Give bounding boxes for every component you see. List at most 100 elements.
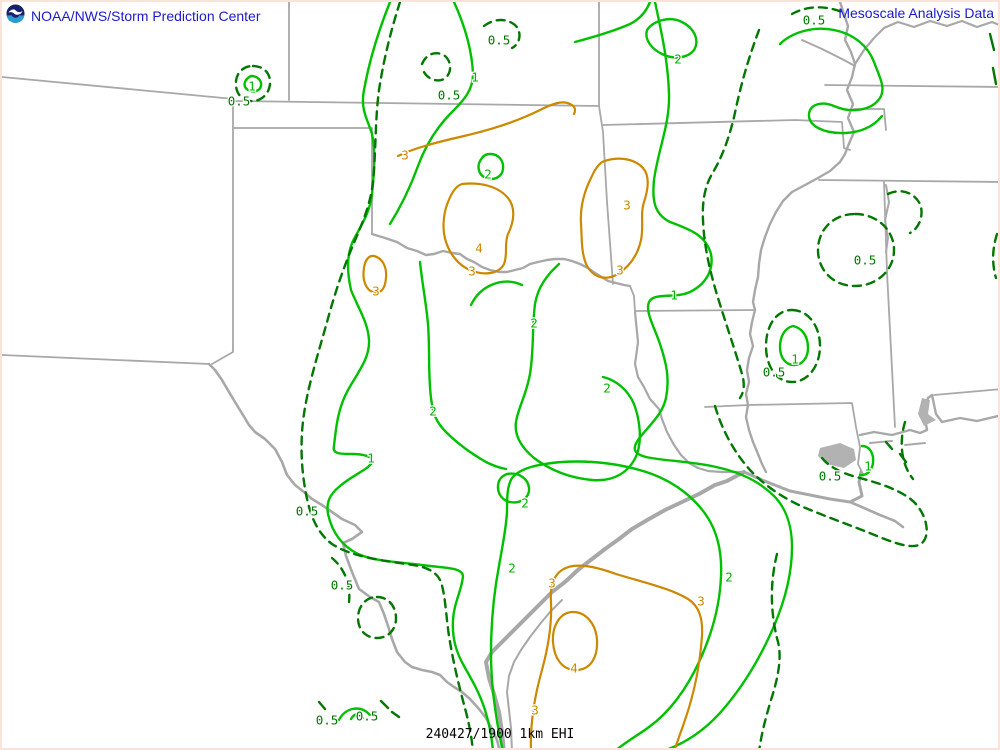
contour-dashed-0.5 xyxy=(884,440,908,464)
mobile-rivers xyxy=(918,398,936,426)
ky-tn-border xyxy=(824,84,998,88)
contour-label: 1 xyxy=(670,288,678,303)
ok-ar-border xyxy=(598,105,614,285)
contour-label: 1 xyxy=(471,70,479,85)
contour-label: 3 xyxy=(623,198,631,213)
contour-labels-layer: 0.50.50.50.50.50.50.50.50.50.5 0.51122122… xyxy=(226,11,877,729)
rio-grande xyxy=(207,362,501,748)
contour-label: 3 xyxy=(531,703,539,718)
contour-solid-0.5 xyxy=(337,707,372,722)
contours-layer xyxy=(234,2,998,748)
contour-solid-1 xyxy=(858,444,875,477)
contour-dashed-0.5 xyxy=(330,556,351,604)
contour-orange-3 xyxy=(579,157,649,279)
contour-solid-0.5 xyxy=(349,713,365,721)
ms-coast xyxy=(858,393,998,437)
contour-label: 1 xyxy=(791,352,799,367)
contour-dashed-0.5 xyxy=(758,552,781,748)
contour-dashed-0.5 xyxy=(420,52,452,82)
ms-al-border xyxy=(883,181,896,428)
kansas-north-border xyxy=(2,76,600,107)
contour-label: 2 xyxy=(429,404,437,419)
red-river xyxy=(370,232,632,288)
contour-dashed-0.5 xyxy=(816,212,896,288)
contour-solid-1 xyxy=(633,2,794,748)
contour-orange-3 xyxy=(442,182,515,275)
contour-label: 0.5 xyxy=(331,578,354,593)
valid-time-product-label: 240427/1900 1km EHI xyxy=(425,727,575,742)
contour-label: 3 xyxy=(401,148,409,163)
contour-dashed-0.5 xyxy=(713,404,928,548)
contour-label: 2 xyxy=(603,381,611,396)
contour-label: 2 xyxy=(521,496,529,511)
contour-solid-2 xyxy=(418,260,508,471)
contour-label: 0.5 xyxy=(228,94,251,109)
contour-label: 1 xyxy=(367,451,375,466)
contour-label: 0.5 xyxy=(819,469,842,484)
contour-label: 0.5 xyxy=(316,713,339,728)
la-ms-31n-pearl xyxy=(747,402,864,475)
contour-solid-1 xyxy=(778,27,884,135)
contour-dashed-0.5 xyxy=(988,32,998,86)
tx-ar-border xyxy=(629,285,636,313)
contour-dashed-0.5 xyxy=(482,18,521,50)
tn-ms-border xyxy=(818,179,998,183)
contour-dashed-0.5 xyxy=(991,232,998,280)
contour-dashed-0.5 xyxy=(300,2,474,748)
la-delta xyxy=(848,500,905,529)
contour-label: 0.5 xyxy=(296,504,319,519)
contour-orange-3 xyxy=(362,254,388,294)
mississippi-river xyxy=(744,2,857,474)
contour-label: 0.5 xyxy=(854,253,877,268)
contour-dashed-0.5 xyxy=(356,595,398,640)
contour-dashed-0.5 xyxy=(886,190,923,235)
ms-barrier-2 xyxy=(904,442,926,446)
tx-nm-border xyxy=(211,100,234,365)
contour-dashed-0.5 xyxy=(317,699,401,719)
lake-pontchartrain xyxy=(818,443,856,468)
contour-dashed-0.5 xyxy=(790,6,844,16)
contour-label: 2 xyxy=(508,561,516,576)
noaa-logo-icon xyxy=(6,4,25,28)
contour-solid-2 xyxy=(469,280,524,307)
contour-label: 2 xyxy=(674,52,682,67)
contour-label: 3 xyxy=(372,284,380,299)
contour-solid-2 xyxy=(489,460,723,748)
al-fl-border xyxy=(933,388,998,396)
contour-solid-1 xyxy=(388,2,475,226)
contour-label: 0.5 xyxy=(488,33,511,48)
contour-label: 2 xyxy=(530,316,538,331)
contour-orange-3 xyxy=(529,564,704,748)
contour-solid-2 xyxy=(573,2,652,44)
contour-label: 3 xyxy=(548,576,556,591)
texas-gulf-coast xyxy=(484,470,746,748)
page-title: Mesoscale Analysis Data xyxy=(838,5,994,21)
contour-solid-1 xyxy=(326,2,494,748)
ms-barrier-1 xyxy=(869,440,893,444)
contour-solid-2 xyxy=(645,18,698,59)
contour-label: 4 xyxy=(475,241,483,256)
contour-label: 3 xyxy=(468,264,476,279)
site-title: NOAA/NWS/Storm Prediction Center xyxy=(31,8,261,24)
louisiana-coast xyxy=(742,470,864,504)
contour-label: 2 xyxy=(725,570,733,585)
contour-label: 1 xyxy=(864,459,872,474)
ok-panhandle xyxy=(232,127,373,235)
sabine-tx-la xyxy=(633,310,746,474)
contour-label: 0.5 xyxy=(356,709,379,724)
contour-label: 0.5 xyxy=(763,365,786,380)
contour-solid-1 xyxy=(778,324,810,367)
contour-solid-1 xyxy=(243,74,263,93)
nm-mexico-border xyxy=(2,354,210,365)
contour-solid-2 xyxy=(496,472,531,504)
contour-label: 3 xyxy=(616,263,624,278)
contour-label: 0.5 xyxy=(803,13,826,28)
contour-orange-4 xyxy=(551,610,599,672)
header-left: NOAA/NWS/Storm Prediction Center xyxy=(6,4,261,28)
contour-solid-2 xyxy=(514,262,642,482)
contour-dashed-0.5 xyxy=(764,308,822,384)
contour-dashed-0.5 xyxy=(234,64,272,103)
